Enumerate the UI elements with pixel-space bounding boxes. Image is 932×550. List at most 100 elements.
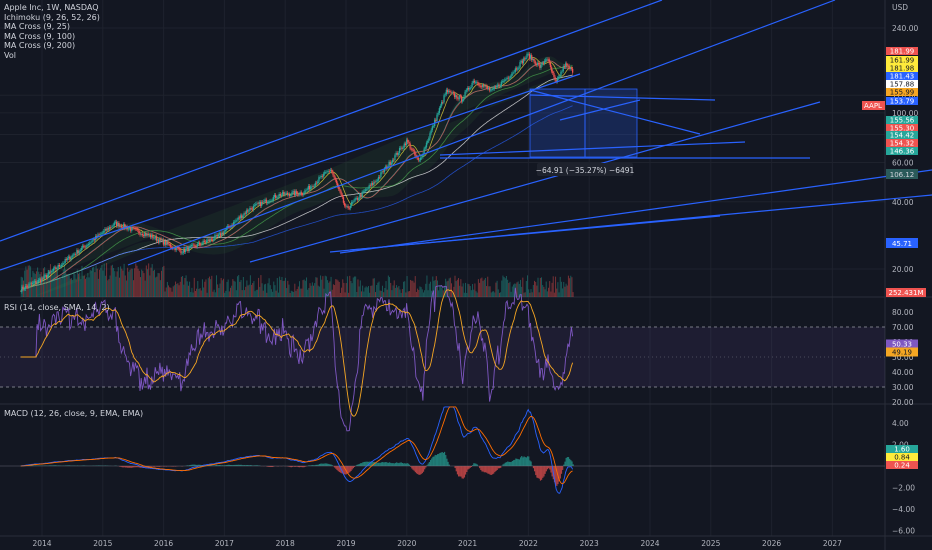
volume-bar [309,283,311,297]
candle-body [269,201,271,202]
candle-body [473,80,476,83]
macd-histogram-bar [210,465,212,466]
trend-lines[interactable] [0,0,932,271]
time-axis[interactable]: 2014 2015 2016 2017 2018 2019 2020 2021 2022 2023… [32,539,842,548]
candle-body [400,147,402,149]
macd-histogram-bar [542,466,544,478]
candle-body [93,239,96,241]
macd-histogram-bar [313,465,315,466]
macd-histogram-bar [296,466,298,467]
candle-body [61,264,63,267]
macd-tag-label: 1.60 [894,446,910,454]
macd-histogram-bar [404,463,406,466]
candle-body [66,258,69,260]
candle-body [335,179,338,184]
indicator-ma-cross-25[interactable]: MA Cross (9, 25) [4,22,70,31]
candle-body [286,192,289,195]
macd-histogram-bar [374,462,377,466]
volume-bar [267,283,269,297]
volume-bar [170,287,172,297]
volume-bar [481,277,483,297]
candle-body [301,194,304,195]
macd-histogram-bar [448,464,450,466]
candle-body [296,191,298,194]
indicator-ichimoku[interactable]: Ichimoku (9, 26, 52, 26) [4,12,100,22]
candle-body [193,244,195,246]
candle-body [273,194,276,198]
macd-legend[interactable]: MACD (12, 26, close, 9, EMA, EMA) [4,409,143,419]
volume-bar [459,285,461,297]
macd-histogram-bar [522,457,524,466]
volume-bar [410,279,412,297]
candle-body [328,170,331,172]
macd-histogram-bar [304,466,307,467]
candle-body [492,88,494,90]
volume-bar [356,292,358,297]
macd-histogram-bar [389,462,391,466]
volume-bar [543,286,545,297]
volume-bar [230,287,232,297]
candle-body [177,248,180,249]
candle-body [149,234,152,238]
volume-bar [146,269,148,297]
macd-histogram-bar [529,460,531,466]
macd-histogram-bar [459,466,461,477]
candle-body [267,201,270,203]
volume-bar [177,283,179,297]
macd-histogram-bar [483,466,485,473]
macd-histogram-bar [308,465,310,466]
macd-histogram-bar [163,466,165,467]
macd-histogram-bar [418,466,420,475]
currency-label: USD [892,3,908,12]
macd-histogram-bar [559,466,561,479]
volume-bar [129,269,131,297]
volume-bar [345,283,347,297]
candle-body [483,85,485,87]
candle-body [159,238,161,243]
candle-body [486,86,488,89]
indicator-ma-cross-100[interactable]: MA Cross (9, 100) [4,31,76,41]
candle-body [280,194,283,196]
candle-body [105,228,107,231]
price-range-measure[interactable]: −64.91 (−35.27%) −6491 [529,88,638,176]
volume-bar [121,268,123,297]
macd-histogram-bar [541,466,543,480]
candle-body [388,161,390,167]
macd-histogram-bar [560,466,563,474]
volume-bar [300,288,302,297]
candle-body [87,243,90,246]
rsi-title: RSI (14, close, SMA, 14, 2) [4,303,110,312]
volume-bar [287,280,289,297]
macd-histogram-bar [530,461,532,466]
candle-body [556,78,559,82]
macd-histogram-bar [324,463,326,466]
macd-histogram-bar [385,462,387,466]
indicator-volume[interactable]: Vol [4,50,16,60]
volume-bar [137,268,139,297]
candle-body [243,213,245,216]
volume-bar [560,281,562,297]
volume-bar [404,281,406,297]
macd-histogram-bar [412,466,414,470]
macd-histogram-bar [563,464,565,466]
macd-histogram-bar [242,465,245,466]
macd-histogram-bar [190,464,192,466]
volume-bar [45,275,47,297]
price-tick-label: 40.00 [892,198,914,207]
candle-body [200,244,202,246]
volume-bar [135,263,137,297]
candle-body [441,101,443,106]
measure-label-bg [537,163,633,176]
moving-average-line [20,105,573,292]
candle-body [259,202,262,207]
indicator-ma-cross-200[interactable]: MA Cross (9, 200) [4,41,76,50]
candle-body [30,283,32,285]
macd-histogram-bar [120,466,122,467]
macd-histogram-bar [484,466,487,473]
volume-bar [552,276,554,297]
rsi-tag-label: 50.33 [892,341,912,349]
rsi-legend[interactable]: RSI (14, close, SMA, 14, 2) [4,303,110,313]
volume-bar [166,281,168,297]
macd-histogram-bar [123,466,125,468]
